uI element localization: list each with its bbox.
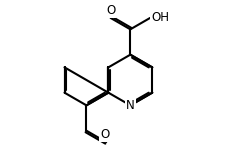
Text: O: O (100, 128, 109, 141)
Text: O: O (106, 4, 115, 17)
Text: OH: OH (151, 11, 169, 24)
Text: N: N (125, 99, 134, 112)
